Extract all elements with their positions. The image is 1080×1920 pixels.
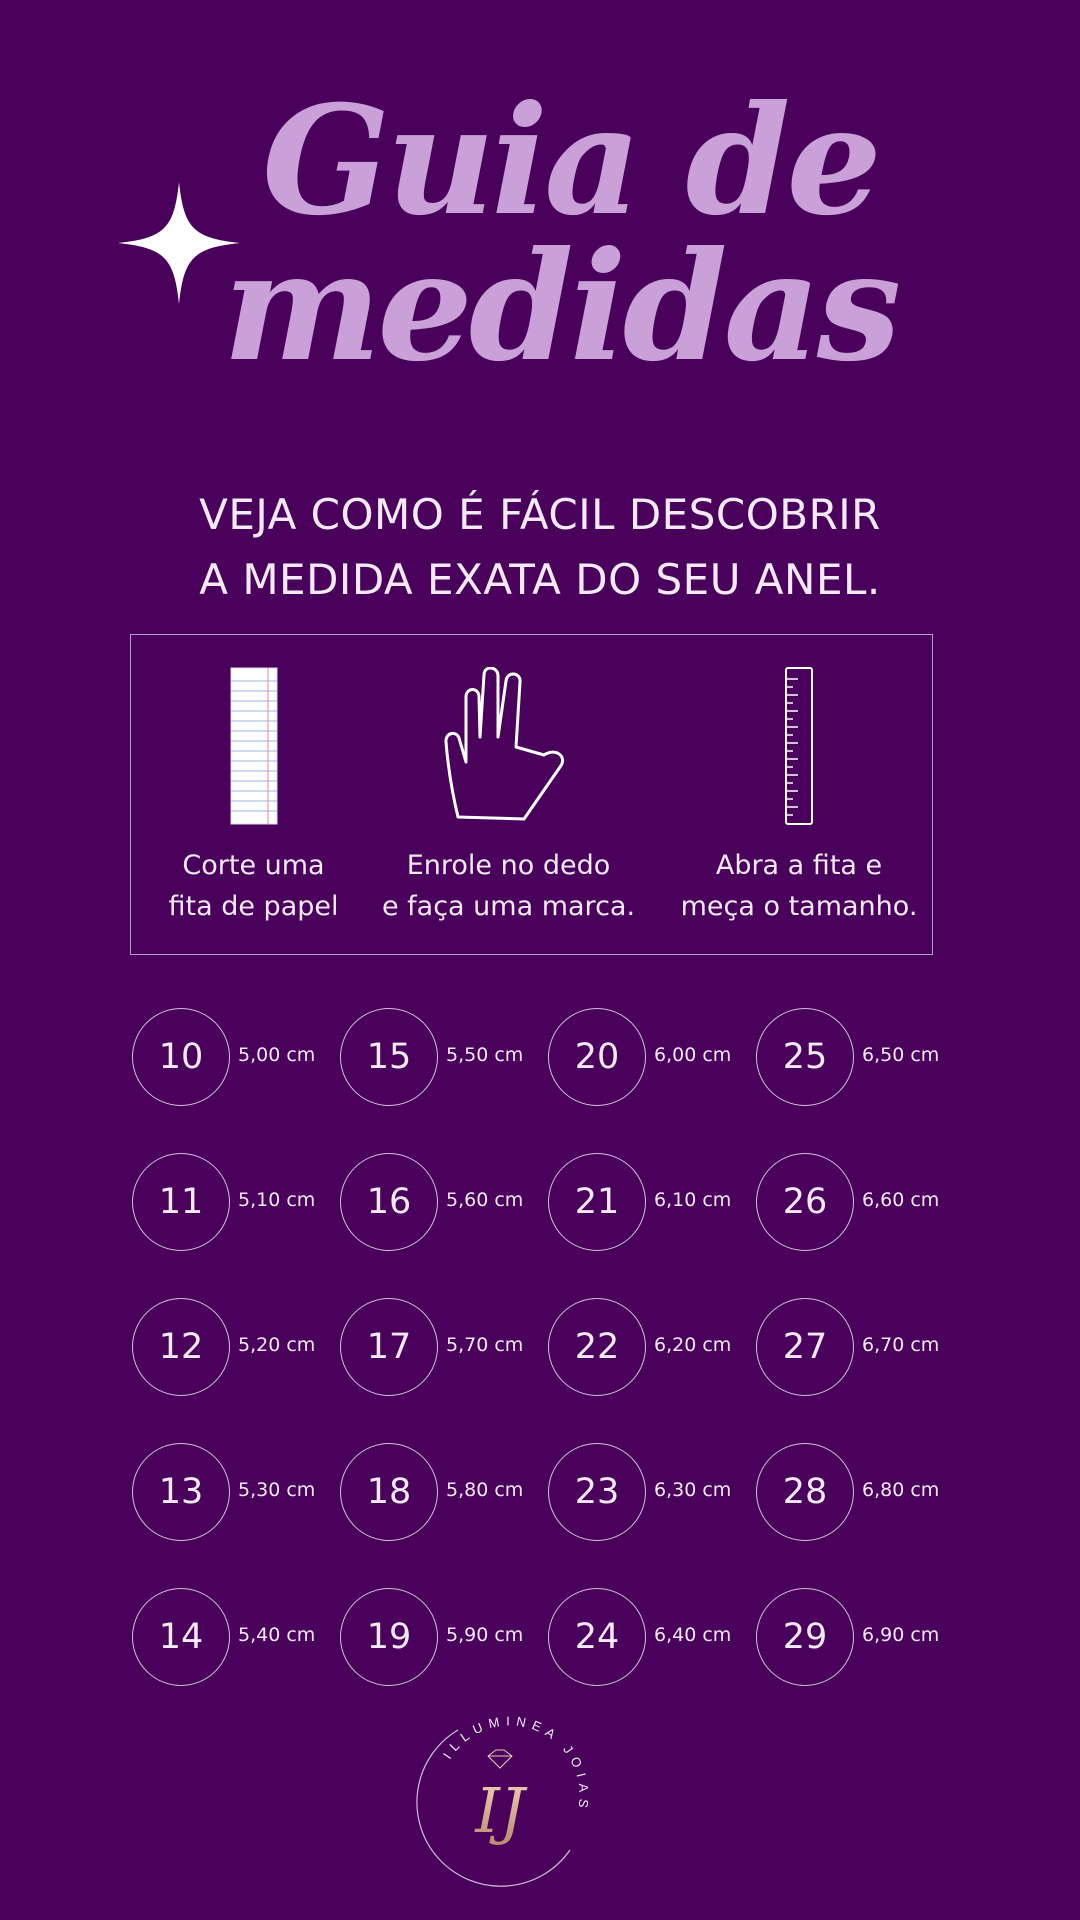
size-measure: 5,10 cm xyxy=(238,1189,316,1211)
size-item: 22 6,20 cm xyxy=(548,1298,748,1398)
step-3-line-2: meça o tamanho. xyxy=(680,891,918,922)
size-item: 28 6,80 cm xyxy=(756,1443,956,1543)
size-number: 28 xyxy=(756,1443,854,1541)
size-number: 14 xyxy=(132,1588,230,1686)
size-measure: 5,90 cm xyxy=(446,1624,524,1646)
subtitle-line-1: VEJA COMO É FÁCIL DESCOBRIR xyxy=(199,490,881,539)
size-number: 23 xyxy=(548,1443,646,1541)
size-number: 13 xyxy=(132,1443,230,1541)
size-measure: 5,00 cm xyxy=(238,1044,316,1066)
size-item: 24 6,40 cm xyxy=(548,1588,748,1688)
page-title-line-1: Guia de xyxy=(262,73,882,249)
ruler-icon xyxy=(785,667,813,825)
size-item: 13 5,30 cm xyxy=(132,1443,332,1543)
size-number: 26 xyxy=(756,1153,854,1251)
size-measure: 6,30 cm xyxy=(654,1479,732,1501)
size-item: 12 5,20 cm xyxy=(132,1298,332,1398)
size-item: 11 5,10 cm xyxy=(132,1153,332,1253)
step-3-line-1: Abra a fita e xyxy=(715,850,883,881)
size-measure: 6,60 cm xyxy=(862,1189,940,1211)
size-item: 16 5,60 cm xyxy=(340,1153,540,1253)
size-item: 18 5,80 cm xyxy=(340,1443,540,1543)
size-measure: 5,50 cm xyxy=(446,1044,524,1066)
paper-strip-icon xyxy=(230,667,277,825)
step-2-line-2: e faça uma marca. xyxy=(381,891,636,922)
size-item: 10 5,00 cm xyxy=(132,1008,332,1108)
size-item: 17 5,70 cm xyxy=(340,1298,540,1398)
size-number: 27 xyxy=(756,1298,854,1396)
size-measure: 6,80 cm xyxy=(862,1479,940,1501)
size-item: 21 6,10 cm xyxy=(548,1153,748,1253)
size-number: 29 xyxy=(756,1588,854,1686)
size-measure: 5,60 cm xyxy=(446,1189,524,1211)
size-measure: 5,70 cm xyxy=(446,1334,524,1356)
size-item: 29 6,90 cm xyxy=(756,1588,956,1688)
subtitle-line-2: A MEDIDA EXATA DO SEU ANEL. xyxy=(199,555,881,604)
size-measure: 6,00 cm xyxy=(654,1044,732,1066)
size-number: 21 xyxy=(548,1153,646,1251)
step-cut-paper: Corte uma fita de papel xyxy=(131,635,376,954)
size-number: 11 xyxy=(132,1153,230,1251)
step-1-line-2: fita de papel xyxy=(168,891,339,922)
size-number: 19 xyxy=(340,1588,438,1686)
size-measure: 5,20 cm xyxy=(238,1334,316,1356)
size-item: 19 5,90 cm xyxy=(340,1588,540,1688)
size-measure: 6,10 cm xyxy=(654,1189,732,1211)
size-measure: 6,20 cm xyxy=(654,1334,732,1356)
sparkle-icon xyxy=(118,182,240,304)
size-item: 25 6,50 cm xyxy=(756,1008,956,1108)
instructions-box: Corte uma fita de papel Enrole no dedo e… xyxy=(130,634,933,955)
size-measure: 5,30 cm xyxy=(238,1479,316,1501)
brand-logo: ILLUMINEA JOIAS IJ xyxy=(416,1713,586,1887)
step-measure: Abra a fita e meça o tamanho. xyxy=(666,635,932,954)
brand-monogram: IJ xyxy=(474,1774,527,1847)
size-measure: 6,70 cm xyxy=(862,1334,940,1356)
size-measure: 5,40 cm xyxy=(238,1624,316,1646)
hand-icon xyxy=(443,667,564,821)
size-item: 23 6,30 cm xyxy=(548,1443,748,1543)
step-2-line-1: Enrole no dedo xyxy=(406,850,611,881)
step-wrap-finger: Enrole no dedo e faça uma marca. xyxy=(376,635,641,954)
size-number: 24 xyxy=(548,1588,646,1686)
size-number: 12 xyxy=(132,1298,230,1396)
size-number: 25 xyxy=(756,1008,854,1106)
size-item: 20 6,00 cm xyxy=(548,1008,748,1108)
size-measure: 6,40 cm xyxy=(654,1624,732,1646)
size-item: 26 6,60 cm xyxy=(756,1153,956,1253)
size-number: 22 xyxy=(548,1298,646,1396)
size-measure: 5,80 cm xyxy=(446,1479,524,1501)
size-item: 27 6,70 cm xyxy=(756,1298,956,1398)
size-measure: 6,90 cm xyxy=(862,1624,940,1646)
step-1-line-1: Corte uma xyxy=(182,850,325,881)
page-title-line-2: medidas xyxy=(222,219,902,395)
size-number: 10 xyxy=(132,1008,230,1106)
diamond-icon xyxy=(487,1749,513,1769)
size-item: 15 5,50 cm xyxy=(340,1008,540,1108)
size-item: 14 5,40 cm xyxy=(132,1588,332,1688)
size-number: 18 xyxy=(340,1443,438,1541)
size-measure: 6,50 cm xyxy=(862,1044,940,1066)
size-number: 15 xyxy=(340,1008,438,1106)
size-number: 17 xyxy=(340,1298,438,1396)
size-number: 16 xyxy=(340,1153,438,1251)
size-number: 20 xyxy=(548,1008,646,1106)
